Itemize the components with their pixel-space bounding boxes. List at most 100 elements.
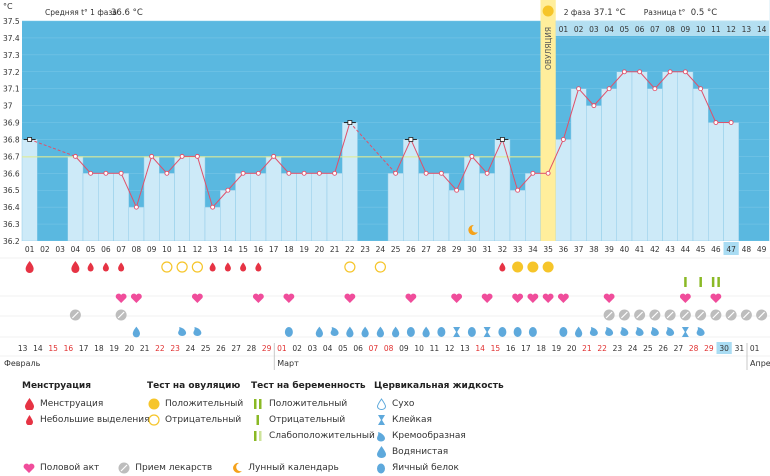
sticky-icon <box>453 327 461 337</box>
calendar-date: 15 <box>491 344 501 353</box>
current-day-highlight <box>723 242 739 255</box>
temp-line-segment <box>441 172 457 191</box>
legend-pregnancy-test: Тест на беременность Положительный Отриц… <box>251 381 375 444</box>
egg-white-icon <box>284 327 293 337</box>
temp-bar <box>525 173 541 242</box>
temp-point <box>118 170 124 176</box>
temp-line-segment <box>196 156 214 208</box>
calendar-date: 13 <box>460 344 470 353</box>
cycle-day-label: 13 <box>208 245 218 254</box>
pregnancy-weak-icon <box>251 429 265 443</box>
temp-bar <box>281 173 297 242</box>
calendar-date: 30 <box>719 344 729 353</box>
y-tick-label: 36.8 <box>3 135 20 144</box>
legend-label: Водянистая <box>392 447 449 457</box>
egg-white-icon <box>467 327 476 337</box>
pill-icon-stroke <box>636 311 644 319</box>
calendar-date: 29 <box>704 344 714 353</box>
calendar-date: 06 <box>353 344 363 353</box>
temp-line-segment <box>135 156 153 208</box>
temp-point <box>255 170 261 176</box>
legend-title: Менструация <box>22 381 91 391</box>
calendar-date: 27 <box>674 344 684 353</box>
pill-icon-stroke <box>620 311 628 319</box>
temp-bar <box>250 173 267 242</box>
cycle-day-label: 30 <box>467 245 477 254</box>
phase2-day-label: 05 <box>620 25 630 34</box>
temp-bar <box>570 88 587 242</box>
temp-line-segment <box>120 173 137 208</box>
calendar-date: 25 <box>643 344 653 353</box>
cycle-day-label: 44 <box>681 245 691 254</box>
legend-title: Тест на овуляцию <box>147 381 241 391</box>
legend-ovulation-test: Тест на овуляцию Положительный Отрицател… <box>147 381 243 428</box>
y-tick-label: 36.3 <box>3 220 20 229</box>
phase2-day-label: 13 <box>742 25 752 34</box>
temp-line-segment <box>212 189 229 208</box>
calendar-date: 17 <box>79 344 89 353</box>
cycle-day-label: 36 <box>559 245 569 254</box>
excluded-point <box>27 137 33 142</box>
cycle-day-label: 01 <box>25 245 35 254</box>
pill-icon-stroke <box>758 311 766 319</box>
excluded-point <box>408 137 414 142</box>
cycle-day-label: 34 <box>528 245 538 254</box>
legend-label: Половой акт <box>40 463 100 473</box>
y-tick-label: 37.1 <box>3 85 20 94</box>
heart-icon <box>252 293 264 303</box>
egg-white-icon <box>528 327 537 337</box>
temperature-chart: 37.5 37.4 37.3 37.2 37.1 37 36.9 36.8 36.7 36.6 36… <box>0 0 770 370</box>
calendar-date: 14 <box>475 344 485 353</box>
temp-point <box>469 153 475 159</box>
dry-icon <box>374 397 388 411</box>
temp-bar <box>692 88 709 242</box>
creamy-icon <box>650 327 659 336</box>
temp-bar <box>616 71 633 242</box>
egg-white-icon <box>513 327 522 337</box>
calendar-date: 28 <box>689 344 699 353</box>
temp-line-segment <box>258 156 274 174</box>
ovulation-positive-icon <box>527 261 539 273</box>
legend-cervical: Цервикальная жидкость Сухо Клейкая Кремо… <box>374 381 504 476</box>
temp-line-segment <box>654 71 671 90</box>
calendar-date: 22 <box>155 344 165 353</box>
watery-icon <box>376 326 384 338</box>
ovulation-column <box>540 0 556 241</box>
y-tick-label: 37.3 <box>3 51 20 60</box>
calendar-date: 13 <box>18 344 28 353</box>
calendar-date: 14 <box>33 344 43 353</box>
heart-icon <box>115 293 127 303</box>
ovulation-negative-icon <box>344 261 356 273</box>
cycle-day-label: 18 <box>284 245 294 254</box>
phase2-day-band <box>555 21 770 36</box>
temp-point <box>149 153 155 159</box>
pill-icon-stroke <box>666 311 674 319</box>
legend-bottom: Половой акт Прием лекарств Лунный календ… <box>22 460 357 476</box>
calendar-date: 28 <box>247 344 257 353</box>
phase2-value: 37.1 °C <box>594 8 626 18</box>
temp-bar <box>235 173 251 242</box>
legend-menstruation: Менструация Менструация Небольшие выделе… <box>22 381 150 428</box>
legend-label: Сухо <box>392 399 415 409</box>
calendar-date: 07 <box>369 344 379 353</box>
pregnancy-negative-icon <box>251 413 265 427</box>
calendar-date: 05 <box>338 344 348 353</box>
y-tick-label: 36.2 <box>3 237 20 246</box>
temp-point <box>240 170 246 176</box>
temp-line-segment <box>410 139 427 174</box>
temp-bar <box>204 206 221 242</box>
temp-point <box>484 170 490 176</box>
temp-point <box>88 170 94 176</box>
y-tick-label: 36.6 <box>3 169 20 178</box>
cycle-day-label: 16 <box>254 245 264 254</box>
temp-line-segment <box>151 156 168 174</box>
temp-bar <box>601 88 617 242</box>
temp-bar <box>723 122 739 242</box>
legend-label: Слабоположительный <box>269 431 375 441</box>
heart-icon <box>542 293 554 303</box>
phase1-label: Средняя t° 1 фаза <box>45 8 117 17</box>
watery-icon <box>315 326 323 338</box>
legend-label: Яичный белок <box>392 463 459 473</box>
pill-icon-stroke <box>742 311 750 319</box>
phase2-label: 2 фаза <box>564 8 591 17</box>
